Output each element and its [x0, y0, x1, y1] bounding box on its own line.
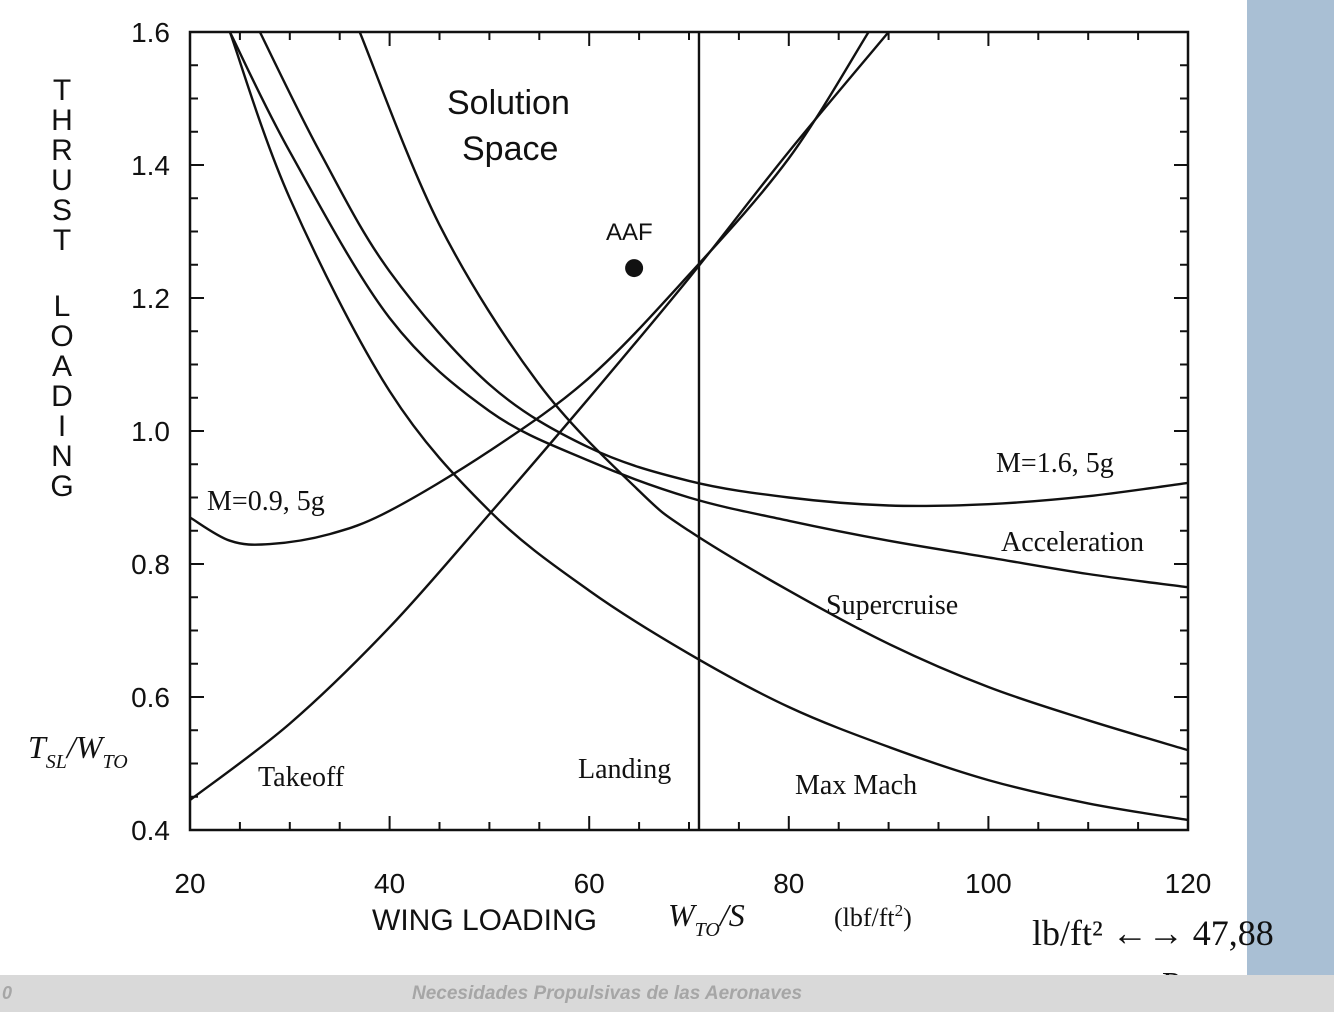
footer-bar [0, 975, 1334, 1012]
y-axis-title-letter: L [54, 290, 71, 323]
solution-space-label-2: Space [462, 130, 558, 168]
y-tick-label: 1.2 [131, 283, 170, 314]
side-decoration-band [1247, 0, 1334, 975]
y-symbol-t: T [28, 729, 48, 765]
y-axis-title-letter: H [51, 104, 73, 137]
series-label-m16-5g: M=1.6, 5g [996, 448, 1114, 479]
solution-space-label-1: Solution [447, 84, 570, 122]
y-axis-title-letter: S [52, 194, 72, 227]
y-axis-title-letter: T [53, 224, 71, 257]
constraint-curves [189, 31, 1189, 830]
y-axis-title-letter: O [50, 320, 73, 353]
y-tick-label: 0.8 [131, 549, 170, 580]
axis-ticks [189, 31, 1189, 831]
footer-title: Necesidades Propulsivas de las Aeronaves [412, 983, 803, 1004]
y-tick-label: 1.6 [131, 17, 170, 48]
y-symbol-to: TO [102, 751, 127, 773]
x-tick-label: 20 [174, 868, 205, 899]
curve-acceleration [228, 31, 1189, 589]
curve-max-mach [228, 31, 1189, 822]
y-axis-title-letter: T [53, 74, 71, 107]
y-tick-labels: 0.4 0.6 0.8 1.0 1.2 1.4 1.6 [131, 17, 170, 846]
x-symbol-s: /S [718, 897, 745, 933]
y-axis-title-letter: I [58, 410, 66, 443]
y-tick-label: 1.0 [131, 416, 170, 447]
series-label-takeoff: Takeoff [258, 762, 345, 793]
curve-m-0-9-5g [189, 31, 870, 546]
curve-takeoff [189, 31, 890, 802]
x-units-exp: 2 [895, 901, 904, 920]
x-tick-label: 120 [1165, 868, 1212, 899]
x-symbol-to: TO [695, 919, 720, 941]
x-tick-label: 100 [965, 868, 1012, 899]
footer-page-number: 0 [2, 983, 13, 1003]
series-label-m09-5g: M=0.9, 5g [207, 486, 325, 517]
y-tick-label: 0.6 [131, 682, 170, 713]
x-axis-symbol: WTO/S [668, 897, 745, 941]
x-tick-label: 40 [374, 868, 405, 899]
aaf-label: AAF [606, 219, 653, 246]
y-axis-title-letter: A [52, 350, 72, 383]
y-axis-title-letter: R [51, 134, 73, 167]
y-axis-title-letter: U [51, 164, 73, 197]
x-symbol-w: W [668, 897, 698, 933]
y-tick-label: 1.4 [131, 150, 170, 181]
y-axis-title-letter: N [51, 440, 73, 473]
series-label-max-mach: Max Mach [795, 770, 917, 801]
x-axis-title: WING LOADING [372, 904, 597, 937]
curve-m-1-6-5g [258, 31, 1189, 508]
series-label-acceleration: Acceleration [1001, 527, 1144, 558]
y-tick-label: 0.4 [131, 815, 170, 846]
y-axis-title-letter: D [51, 380, 73, 413]
aaf-point [625, 259, 644, 278]
x-tick-label: 60 [574, 868, 605, 899]
y-symbol-slash: /W [65, 729, 106, 765]
x-units-b: ) [903, 903, 912, 932]
series-label-supercruise: Supercruise [826, 590, 958, 621]
curve-supercruise [358, 31, 1189, 752]
x-tick-label: 80 [773, 868, 804, 899]
x-tick-labels: 20 40 60 80 100 120 [174, 868, 1211, 899]
y-axis-symbol: TSL/WTO [28, 729, 128, 773]
y-symbol-sl: SL [46, 751, 67, 773]
thrust-loading-chart: 20 40 60 80 100 120 0.40.60.81.01.21.41.6 THR… [28, 17, 1211, 941]
x-units-a: (lbf/ft [834, 903, 895, 932]
plot-frame [188, 30, 1190, 832]
unit-conversion-text: lb/ft² ←→ 47,88 [1032, 913, 1274, 953]
x-axis-units: (lbf/ft2) [834, 901, 912, 932]
series-label-landing: Landing [578, 754, 671, 785]
y-axis-title-letter: G [50, 470, 73, 503]
